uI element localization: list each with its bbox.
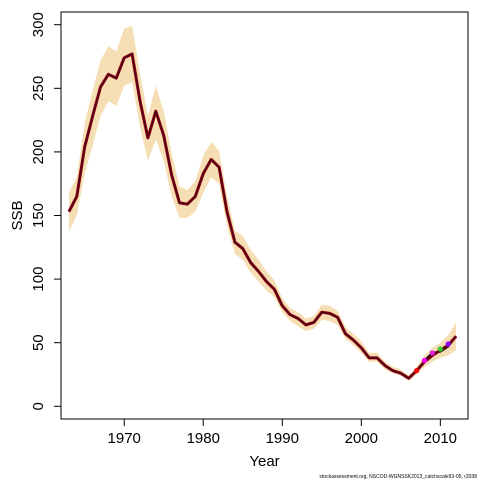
y-tick-label: 200 (30, 139, 47, 164)
source-caption: stockassessment.org, NSCOD-WGNSSK2013_ca… (319, 474, 477, 480)
confidence-band-layer (68, 26, 457, 381)
ssb-series-line-core (68, 53, 457, 379)
y-tick-label: 100 (30, 267, 47, 292)
y-axis: 0 50 100 150 200 250 300 (30, 12, 61, 410)
x-tick-label: 1970 (108, 430, 141, 447)
x-tick-label: 2000 (345, 430, 378, 447)
y-axis-label: SSB (9, 200, 26, 230)
retro-data-point (414, 368, 420, 374)
y-tick-label: 300 (30, 12, 47, 37)
y-tick-label: 250 (30, 76, 47, 101)
ssb-series-line (67, 52, 458, 380)
retro-data-point (429, 350, 435, 356)
y-tick-label: 0 (30, 402, 47, 410)
x-tick-label: 1990 (266, 430, 299, 447)
x-axis-label: Year (249, 453, 279, 470)
y-tick-label: 50 (30, 334, 47, 351)
retro-data-point (421, 357, 428, 364)
x-tick-label: 1980 (187, 430, 220, 447)
y-tick-label: 150 (30, 203, 47, 228)
series-line-layer (67, 52, 458, 380)
confidence-band (68, 26, 457, 381)
retro-data-point (437, 346, 443, 352)
x-axis: 1970 1980 1990 2000 2010 (108, 419, 457, 447)
x-tick-label: 2010 (424, 430, 457, 447)
series-point-layer (414, 341, 451, 374)
retro-data-point (445, 341, 451, 347)
